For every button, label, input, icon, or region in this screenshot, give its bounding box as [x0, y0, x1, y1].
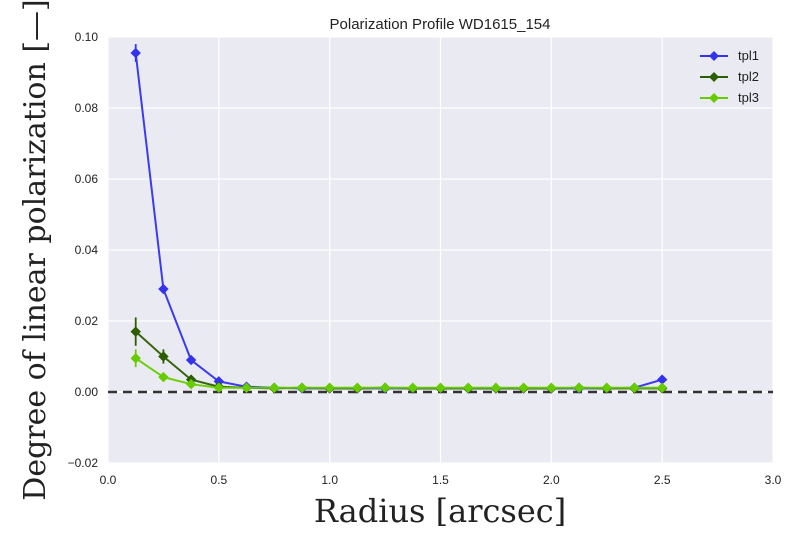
x-tick-label: 2.5 [654, 473, 671, 487]
y-tick-label: 0.06 [75, 172, 99, 186]
data-point [324, 382, 335, 393]
data-point [629, 382, 640, 393]
series-tpl3 [130, 349, 668, 393]
data-point [130, 47, 141, 59]
data-point [463, 382, 474, 393]
legend-label: tpl2 [738, 69, 759, 84]
x-tick-labels: 0.0 0.5 1.0 1.5 2.0 2.5 3.0 [100, 473, 782, 487]
data-point [185, 354, 197, 366]
x-tick-label: 1.0 [321, 473, 338, 487]
data-point [546, 382, 557, 393]
y-tick-label: −0.02 [68, 456, 99, 470]
legend-item-tpl1: tpl1 [700, 48, 759, 63]
y-tick-label: 0.10 [75, 30, 99, 44]
y-tick-label: 0.02 [75, 314, 99, 328]
data-point [407, 382, 418, 393]
data-point [656, 382, 668, 393]
legend-swatch-marker [709, 72, 719, 82]
data-point [213, 382, 225, 393]
legend: tpl1 tpl2 tpl3 [700, 48, 759, 105]
y-tick-label: 0.04 [75, 243, 99, 257]
y-tick-label: 0.00 [75, 385, 99, 399]
data-point [241, 382, 252, 393]
data-point [490, 382, 502, 393]
legend-label: tpl3 [738, 90, 759, 105]
chart-title: Polarization Profile WD1615_154 [330, 16, 551, 33]
y-tick-labels: −0.02 0.00 0.02 0.04 0.06 0.08 0.10 [68, 30, 99, 470]
data-point [158, 371, 169, 383]
x-tick-label: 1.5 [432, 473, 449, 487]
x-tick-label: 0.0 [100, 473, 117, 487]
data-point [296, 382, 308, 393]
y-tick-label: 0.08 [75, 101, 99, 115]
data-point [601, 382, 612, 393]
data-point [435, 382, 446, 393]
data-point [130, 326, 141, 337]
data-point [158, 283, 169, 295]
y-axis-label: Degree of linear polarization [—] [18, 0, 53, 501]
legend-swatch-marker [709, 93, 719, 103]
legend-item-tpl3: tpl3 [700, 90, 759, 105]
legend-label: tpl1 [738, 48, 759, 63]
data-point [269, 382, 280, 393]
legend-swatch-marker [709, 51, 719, 61]
data-point [518, 382, 529, 393]
legend-item-tpl2: tpl2 [700, 69, 759, 84]
x-tick-label: 3.0 [765, 473, 782, 487]
data-point [573, 382, 585, 393]
x-tick-label: 2.0 [543, 473, 560, 487]
x-axis-label: Radius [arcsec] [314, 492, 566, 530]
x-tick-label: 0.5 [210, 473, 227, 487]
data-point [185, 378, 197, 390]
data-point [352, 382, 363, 393]
data-point [158, 351, 169, 362]
data-point [379, 382, 391, 393]
series-layer [130, 44, 668, 394]
data-point [130, 353, 141, 364]
